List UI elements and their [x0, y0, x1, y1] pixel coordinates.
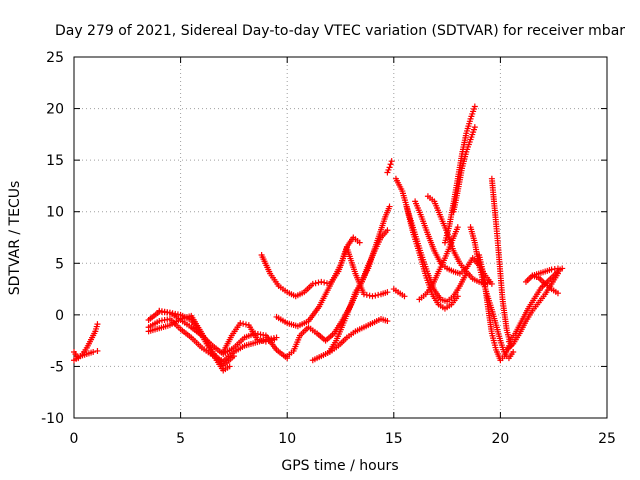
- data-point: [309, 280, 316, 287]
- data-point: [360, 291, 367, 298]
- y-tick-labels: -10 -5 0 5 10 15 20 25: [41, 50, 64, 427]
- series-arc7: [220, 320, 278, 355]
- y-tick-label: 15: [46, 153, 64, 169]
- data-point: [240, 320, 247, 327]
- data-point: [271, 336, 278, 343]
- data-point: [312, 280, 319, 287]
- data-point: [554, 290, 561, 297]
- data-point: [384, 227, 391, 234]
- data-point: [366, 292, 373, 299]
- data-point: [375, 291, 382, 298]
- series-arc19: [416, 224, 461, 303]
- data-point: [265, 337, 272, 344]
- x-tick-label: 0: [70, 431, 79, 447]
- data-point: [260, 337, 267, 344]
- data-point: [471, 124, 478, 131]
- data-point: [486, 278, 493, 285]
- data-point: [318, 278, 325, 285]
- series-arc21: [450, 124, 478, 215]
- data-point: [268, 337, 275, 344]
- x-tick-label: 10: [278, 431, 296, 447]
- grid: [74, 57, 607, 418]
- data-point: [454, 293, 461, 300]
- data-point: [90, 348, 97, 355]
- data-point: [384, 318, 391, 325]
- data-points: [71, 103, 566, 374]
- ticks: [73, 56, 608, 419]
- data-point: [242, 321, 249, 328]
- x-tick-label: 20: [491, 431, 509, 447]
- series-arc12: [326, 227, 391, 354]
- x-tick-label: 5: [176, 431, 185, 447]
- series-arc16: [403, 203, 461, 312]
- data-point: [510, 348, 517, 355]
- data-point: [262, 338, 269, 345]
- data-point: [401, 293, 408, 300]
- data-point: [384, 289, 391, 296]
- data-point: [257, 337, 264, 344]
- data-point: [237, 320, 244, 327]
- data-point: [323, 280, 330, 287]
- y-tick-label: 10: [46, 205, 64, 221]
- plot-frame: [73, 56, 608, 419]
- y-tick-label: 0: [55, 308, 64, 324]
- series-arc2: [71, 347, 101, 364]
- data-point: [254, 336, 261, 343]
- y-tick-label: -10: [41, 411, 64, 427]
- series-arc9: [273, 234, 363, 330]
- series-arc6: [156, 307, 233, 374]
- data-point: [315, 279, 322, 286]
- x-axis-label: GPS time / hours: [281, 458, 398, 474]
- x-tick-label: 15: [385, 431, 403, 447]
- data-point: [321, 279, 328, 286]
- y-tick-label: 20: [46, 102, 64, 118]
- y-tick-label: 25: [46, 50, 64, 66]
- data-point: [226, 363, 233, 370]
- data-point: [363, 291, 370, 298]
- chart-title: Day 279 of 2021, Sidereal Day-to-day VTE…: [55, 23, 625, 39]
- data-point: [388, 158, 395, 165]
- data-point: [94, 321, 101, 328]
- x-tick-label: 25: [598, 431, 616, 447]
- series-arc25: [503, 270, 561, 353]
- y-tick-label: 5: [55, 256, 64, 272]
- series-arc13: [384, 158, 395, 176]
- data-point: [356, 239, 363, 246]
- data-point: [387, 161, 394, 168]
- y-tick-label: -5: [50, 359, 64, 375]
- y-axis-label: SDTVAR / TECUs: [7, 181, 23, 296]
- data-point: [454, 224, 461, 231]
- data-point: [559, 265, 566, 272]
- series-arc24: [488, 175, 515, 349]
- series-arc14: [390, 286, 408, 300]
- data-point: [230, 353, 237, 360]
- x-tick-labels: 0 5 10 15 20 25: [70, 431, 616, 447]
- data-point: [369, 293, 376, 300]
- data-point: [386, 203, 393, 210]
- series-arc28: [529, 265, 566, 279]
- data-point: [372, 292, 379, 299]
- data-point: [94, 347, 101, 354]
- data-point: [386, 164, 393, 171]
- data-point: [471, 103, 478, 110]
